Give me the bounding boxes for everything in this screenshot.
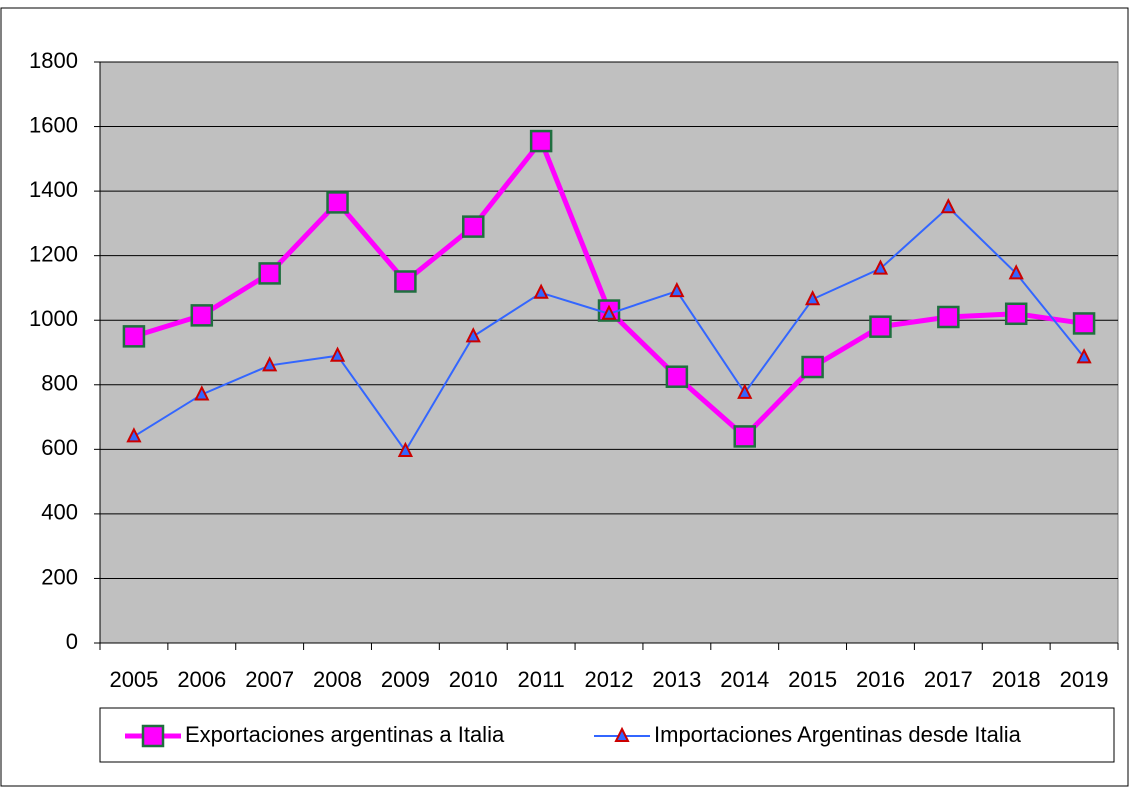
y-tick-label: 600: [41, 435, 78, 460]
y-tick-label: 1200: [29, 241, 78, 266]
marker: [801, 355, 824, 379]
marker: [126, 427, 142, 443]
x-tick-label: 2007: [245, 667, 294, 692]
y-tick-label: 200: [41, 564, 78, 589]
x-tick-label: 2018: [992, 667, 1041, 692]
y-tick-label: 400: [41, 500, 78, 525]
x-tick-label: 2006: [177, 667, 226, 692]
marker: [394, 270, 417, 293]
marker: [937, 305, 960, 329]
marker: [190, 304, 214, 327]
marker: [462, 215, 485, 238]
x-tick-label: 2011: [517, 667, 564, 692]
marker: [326, 191, 349, 214]
marker: [329, 346, 346, 362]
x-tick-label: 2019: [1060, 667, 1109, 692]
marker: [733, 425, 756, 448]
x-tick-label: 2016: [856, 667, 905, 692]
y-tick-label: 800: [41, 371, 78, 396]
x-tick-label: 2013: [652, 667, 701, 692]
x-tick-label: 2010: [449, 667, 498, 692]
marker: [1008, 264, 1024, 280]
marker: [465, 327, 481, 343]
x-tick-label: 2017: [924, 667, 973, 692]
marker: [601, 304, 617, 320]
marker: [869, 315, 892, 338]
y-tick-label: 1000: [29, 306, 78, 331]
marker: [737, 383, 753, 399]
marker: [669, 281, 685, 298]
x-tick-label: 2005: [109, 667, 158, 692]
marker: [397, 441, 414, 457]
marker: [262, 356, 278, 372]
marker: [141, 724, 165, 748]
marker: [122, 325, 146, 348]
x-tick-label: 2014: [720, 667, 769, 692]
marker: [529, 129, 553, 153]
marker: [614, 726, 630, 742]
marker: [1076, 348, 1092, 364]
legend-label: Importaciones Argentinas desde Italia: [654, 722, 1022, 747]
y-tick-label: 1800: [29, 48, 78, 73]
x-tick-label: 2009: [381, 667, 430, 692]
x-tick-label: 2012: [585, 667, 634, 692]
plot-area: [99, 61, 1119, 644]
y-tick-label: 0: [66, 629, 78, 654]
x-tick-label: 2015: [788, 667, 837, 692]
legend-label: Exportaciones argentinas a Italia: [185, 722, 505, 747]
marker: [940, 198, 956, 214]
marker: [872, 259, 889, 275]
marker: [1004, 302, 1028, 326]
marker: [258, 262, 281, 285]
marker: [1072, 312, 1096, 335]
marker: [665, 365, 689, 388]
marker: [533, 283, 549, 299]
y-tick-label: 1600: [29, 112, 78, 137]
marker: [194, 385, 210, 401]
marker: [804, 290, 821, 306]
x-tick-label: 2008: [313, 667, 362, 692]
y-tick-label: 1400: [29, 177, 78, 202]
